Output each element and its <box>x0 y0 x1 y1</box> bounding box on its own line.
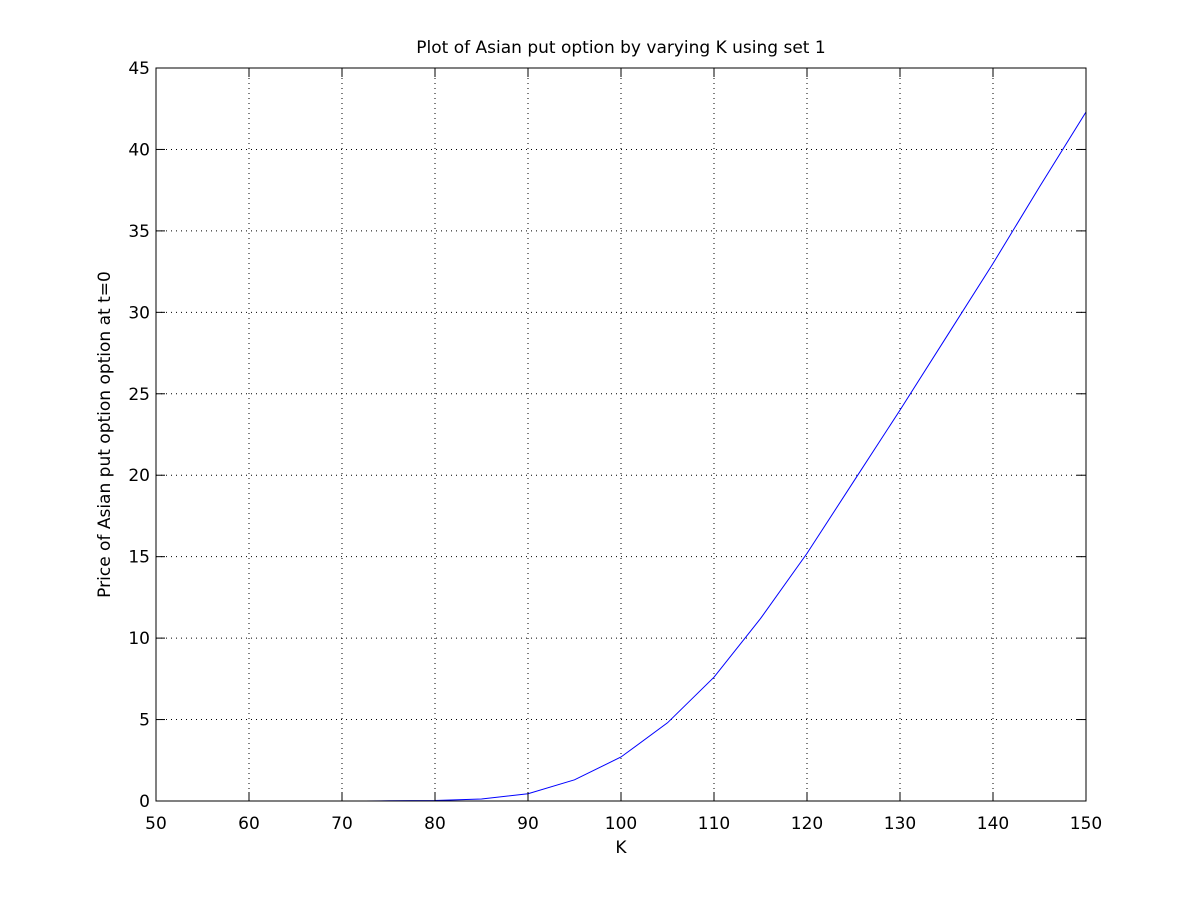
chart-title: Plot of Asian put option by varying K us… <box>416 38 825 58</box>
x-tick-label: 50 <box>145 814 167 834</box>
y-tick-label: 25 <box>128 385 150 405</box>
y-tick-label: 20 <box>128 466 150 486</box>
x-tick-label: 150 <box>1070 814 1102 834</box>
x-tick-label: 100 <box>605 814 637 834</box>
axis-ticks: 50 60 70 80 90 100 110 120 130 140 150 0 5 10 15 20 25 30… <box>128 59 1102 834</box>
series-layer <box>365 111 1087 802</box>
y-tick-label: 40 <box>128 140 150 160</box>
y-tick-label: 10 <box>128 629 150 649</box>
y-tick-label: 0 <box>139 792 150 812</box>
y-tick-label: 15 <box>128 548 150 568</box>
x-tick-label: 80 <box>424 814 446 834</box>
x-tick-label: 60 <box>238 814 260 834</box>
y-tick-label: 30 <box>128 303 150 323</box>
x-tick-label: 120 <box>791 814 823 834</box>
y-axis-label: Price of Asian put option option at t=0 <box>95 271 115 598</box>
x-tick-label: 70 <box>331 814 353 834</box>
grid-lines <box>156 68 1086 801</box>
x-tick-label: 130 <box>884 814 916 834</box>
x-tick-label: 110 <box>698 814 730 834</box>
x-axis-label: K <box>615 838 627 858</box>
x-tick-label: 140 <box>977 814 1009 834</box>
y-tick-label: 45 <box>128 59 150 79</box>
y-tick-label: 5 <box>139 711 150 731</box>
series-line <box>365 111 1087 802</box>
y-tick-label: 35 <box>128 222 150 242</box>
x-tick-label: 90 <box>517 814 539 834</box>
